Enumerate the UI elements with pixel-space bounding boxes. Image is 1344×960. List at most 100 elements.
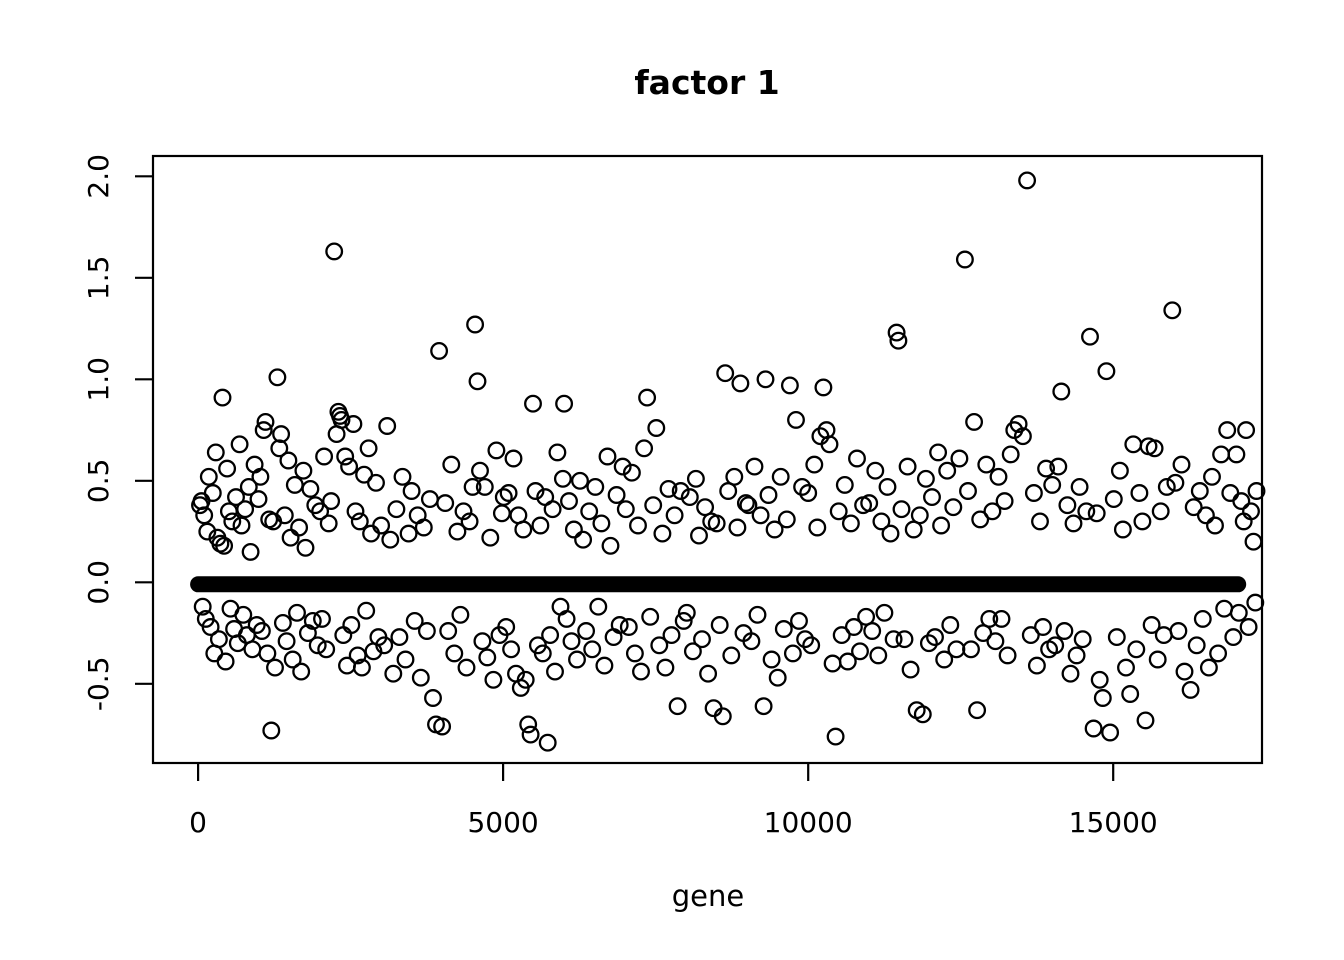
data-point: [947, 640, 966, 659]
data-point: [526, 482, 545, 500]
data-point: [601, 536, 620, 555]
data-point: [1157, 477, 1176, 496]
data-point: [589, 597, 608, 616]
data-point: [466, 315, 485, 334]
data-point: [352, 658, 371, 677]
data-point: [665, 506, 684, 525]
data-point: [607, 486, 626, 504]
data-point: [325, 242, 344, 261]
data-point: [1049, 457, 1068, 476]
data-point: [473, 632, 492, 651]
data-point: [875, 603, 894, 622]
data-point: [430, 341, 449, 360]
data-point: [195, 506, 214, 525]
data-point: [564, 520, 583, 539]
data-point: [384, 664, 403, 683]
data-point: [279, 451, 298, 470]
data-point: [1024, 484, 1043, 502]
data-point: [390, 628, 409, 647]
data-point: [722, 646, 741, 665]
data-point: [977, 455, 996, 474]
data-point: [887, 323, 906, 342]
data-point: [359, 439, 378, 458]
data-point: [1018, 171, 1037, 190]
data-point: [399, 524, 418, 543]
data-point: [362, 524, 381, 543]
data-point: [989, 467, 1008, 486]
y-axis-ticks: -0.5 0.0 0.5 1.0 1.5 2.0: [82, 154, 153, 711]
data-point: [475, 477, 494, 496]
data-point: [285, 475, 304, 494]
data-point: [713, 707, 732, 726]
data-point: [1154, 626, 1173, 645]
plot-area-border: [151, 154, 1264, 765]
data-point: [647, 419, 666, 437]
data-point: [378, 417, 397, 435]
data-point: [932, 516, 951, 535]
data-point: [860, 494, 879, 513]
data-point: [381, 530, 400, 549]
data-point: [683, 642, 702, 661]
data-point: [555, 394, 574, 413]
data-point: [586, 477, 605, 496]
data-point: [562, 632, 581, 651]
data-point: [1097, 362, 1116, 381]
data-point: [350, 512, 369, 531]
data-point: [1221, 484, 1240, 502]
data-point: [241, 542, 260, 561]
data-point: [1163, 301, 1182, 320]
data-point: [203, 484, 222, 502]
data-point: [950, 449, 969, 468]
data-point: [1169, 622, 1188, 640]
data-point: [616, 500, 635, 519]
data-point: [454, 502, 473, 521]
data-point: [336, 447, 355, 466]
data-point: [538, 733, 557, 752]
data-point: [881, 524, 900, 543]
data-point: [367, 473, 385, 492]
data-point: [1113, 520, 1132, 539]
data-point: [1148, 650, 1167, 669]
data-point: [1181, 680, 1200, 699]
data-point: [239, 477, 258, 496]
data-point: [1121, 685, 1140, 703]
data-point: [1077, 502, 1096, 521]
data-point: [296, 538, 315, 557]
data-point: [1117, 658, 1135, 677]
data-point: [317, 640, 336, 659]
data-point: [436, 494, 455, 513]
data-point: [463, 477, 482, 496]
data-point: [838, 652, 857, 671]
data-point: [635, 439, 654, 458]
data-point: [340, 457, 359, 476]
data-point: [502, 640, 521, 659]
data-point: [941, 616, 960, 634]
data-point: [598, 447, 617, 466]
data-point: [774, 620, 793, 638]
data-point: [405, 611, 424, 630]
data-point: [258, 644, 277, 663]
data-point: [1247, 482, 1266, 500]
y-tick-label: 0.5: [82, 459, 115, 504]
data-point: [929, 443, 948, 462]
data-point: [1184, 498, 1203, 517]
data-point: [892, 500, 911, 519]
data-point: [457, 658, 476, 677]
data-point: [728, 518, 747, 537]
data-point: [290, 518, 309, 537]
data-point: [499, 484, 518, 502]
data-point: [745, 457, 764, 476]
data-point: [557, 609, 576, 628]
data-point: [841, 514, 860, 533]
data-point: [644, 496, 663, 515]
data-point: [638, 388, 657, 407]
data-point: [442, 455, 461, 474]
data-point: [656, 658, 675, 677]
data-point: [484, 670, 503, 689]
data-point: [198, 522, 217, 541]
data-point: [1110, 461, 1129, 480]
data-point: [1237, 421, 1256, 440]
data-point: [1124, 435, 1143, 454]
data-point: [756, 370, 775, 389]
